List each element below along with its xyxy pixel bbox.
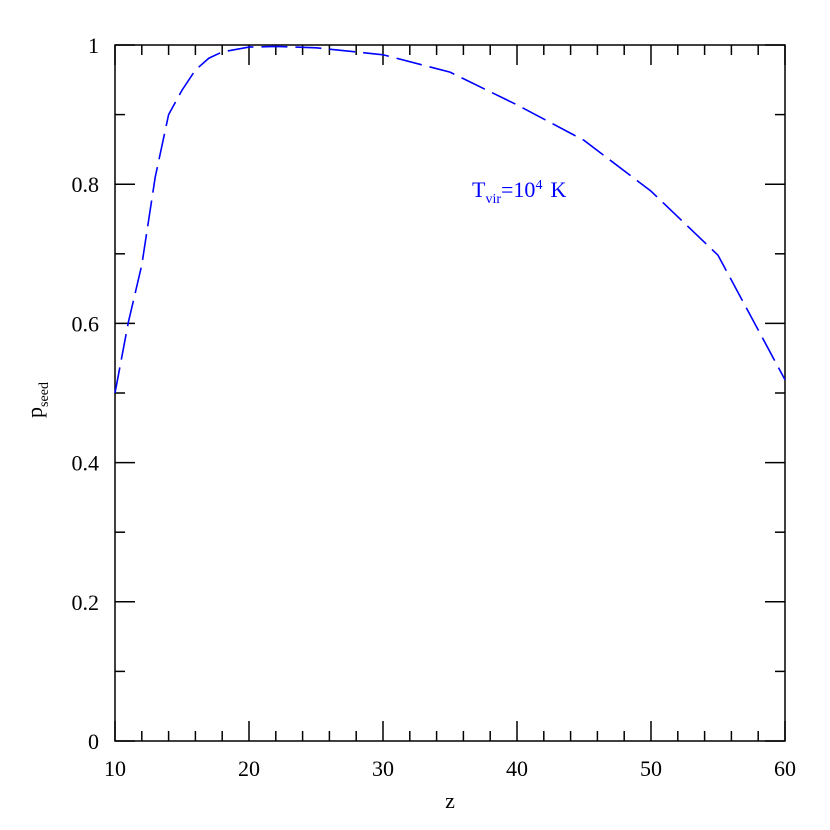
y-tick-label: 0.4	[72, 451, 100, 476]
x-axis-label: z	[445, 788, 455, 813]
x-tick-label: 30	[372, 756, 394, 781]
y-tick-label: 0	[88, 729, 99, 754]
y-axis-label: pseed	[22, 382, 52, 418]
x-tick-label: 50	[640, 756, 662, 781]
x-tick-label: 10	[104, 756, 126, 781]
y-tick-label: 0.6	[72, 311, 100, 336]
data-line	[114, 45, 786, 394]
plot-frame	[114, 44, 786, 742]
x-tick-label: 40	[506, 756, 528, 781]
y-tick-label: 0.8	[72, 172, 100, 197]
x-tick-label: 20	[238, 756, 260, 781]
annotation: Tvir=104 K	[472, 177, 566, 207]
y-tick-label: 0.2	[72, 590, 100, 615]
y-tick-label: 1	[88, 33, 99, 58]
x-tick-label: 60	[774, 756, 796, 781]
